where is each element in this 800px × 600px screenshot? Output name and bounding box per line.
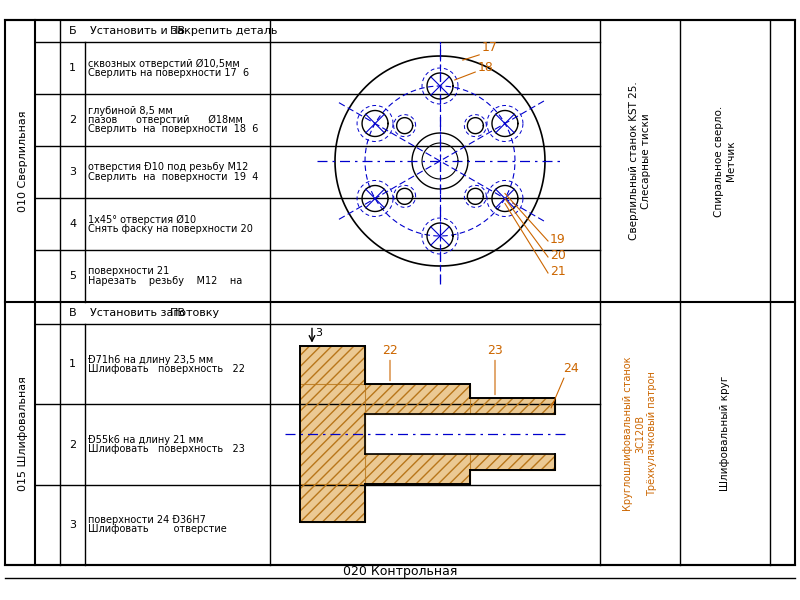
Text: 015 Шлифовальная: 015 Шлифовальная xyxy=(18,376,28,491)
Text: поверхности 21: поверхности 21 xyxy=(88,266,170,277)
Polygon shape xyxy=(300,484,365,521)
Text: 1: 1 xyxy=(69,359,76,369)
Text: Шлифовальный круг: Шлифовальный круг xyxy=(720,376,730,491)
Text: 19: 19 xyxy=(550,233,566,246)
Text: Сверлить  на  поверхности  19  4: Сверлить на поверхности 19 4 xyxy=(88,172,258,181)
Text: Ð55k6 на длину 21 мм: Ð55k6 на длину 21 мм xyxy=(88,435,203,445)
Text: 21: 21 xyxy=(550,265,566,278)
Text: 24: 24 xyxy=(563,361,578,374)
Text: Шлифовать   поверхность   22: Шлифовать поверхность 22 xyxy=(88,364,245,374)
Text: 010 Сверлильная: 010 Сверлильная xyxy=(18,110,28,212)
Text: Круглошлифовальный станок
3С120В
Трёхкулачковый патрон: Круглошлифовальный станок 3С120В Трёхкул… xyxy=(623,356,657,511)
Text: Спиральное сверло.
Метчик: Спиральное сверло. Метчик xyxy=(714,106,736,217)
Text: сквозных отверстий Ø10,5мм: сквозных отверстий Ø10,5мм xyxy=(88,58,240,68)
Text: 1: 1 xyxy=(69,63,76,73)
Polygon shape xyxy=(365,383,470,413)
Text: 2: 2 xyxy=(69,115,76,125)
Polygon shape xyxy=(300,383,365,484)
Text: 17: 17 xyxy=(482,41,498,54)
Text: Сверлить  на  поверхности  18  6: Сверлить на поверхности 18 6 xyxy=(88,124,258,134)
Text: Б: Б xyxy=(69,26,76,36)
Text: Сверлить на поверхности 17  6: Сверлить на поверхности 17 6 xyxy=(88,67,249,77)
Polygon shape xyxy=(365,454,470,484)
Text: Шлифовать   поверхность   23: Шлифовать поверхность 23 xyxy=(88,444,245,454)
Text: ПВ: ПВ xyxy=(170,26,186,36)
Text: 3: 3 xyxy=(69,520,76,530)
Polygon shape xyxy=(470,397,555,413)
Polygon shape xyxy=(300,346,365,383)
Text: пазов      отверстий      Ø18мм: пазов отверстий Ø18мм xyxy=(88,115,243,125)
Text: 2: 2 xyxy=(69,439,76,449)
Text: 18: 18 xyxy=(478,61,494,74)
Text: 22: 22 xyxy=(382,343,398,356)
Text: глубиной 8,5 мм: глубиной 8,5 мм xyxy=(88,106,173,116)
Text: В: В xyxy=(69,308,76,318)
Text: отверстия Ð10 под резьбу М12: отверстия Ð10 под резьбу М12 xyxy=(88,163,248,173)
Text: поверхности 24 Ð36Н7: поверхности 24 Ð36Н7 xyxy=(88,515,206,526)
Text: Установить заготовку: Установить заготовку xyxy=(90,308,219,318)
Text: Шлифовать        отверстие: Шлифовать отверстие xyxy=(88,524,226,535)
Text: 020 Контрольная: 020 Контрольная xyxy=(343,565,457,578)
Text: 20: 20 xyxy=(550,249,566,262)
Text: Установить и закрепить деталь: Установить и закрепить деталь xyxy=(90,26,278,36)
Text: Снять фаску на поверхности 20: Снять фаску на поверхности 20 xyxy=(88,223,253,233)
Text: ПВ: ПВ xyxy=(170,308,186,318)
Text: 23: 23 xyxy=(487,343,503,356)
Text: Сверлильный станок KST 25.
Слесарные тиски: Сверлильный станок KST 25. Слесарные тис… xyxy=(630,82,651,241)
Text: 1х45° отверстия Ø10: 1х45° отверстия Ø10 xyxy=(88,214,196,224)
Text: Ð71h6 на длину 23,5 мм: Ð71h6 на длину 23,5 мм xyxy=(88,355,214,365)
Text: 4: 4 xyxy=(69,219,76,229)
Text: 5: 5 xyxy=(69,271,76,281)
Text: Нарезать    резьбу    М12    на: Нарезать резьбу М12 на xyxy=(88,275,242,286)
Text: 3: 3 xyxy=(69,167,76,177)
Polygon shape xyxy=(470,454,555,469)
Text: 3: 3 xyxy=(315,328,322,337)
